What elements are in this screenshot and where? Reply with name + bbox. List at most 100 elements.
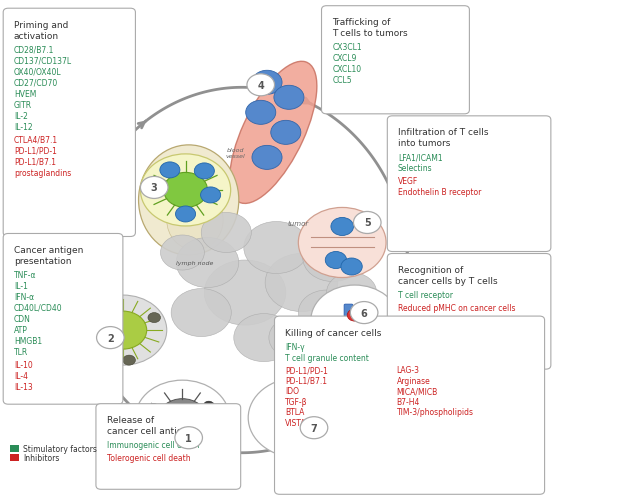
Bar <box>10 445 19 452</box>
Text: TLR: TLR <box>14 347 28 356</box>
Text: CD27/CD70: CD27/CD70 <box>14 79 58 88</box>
Text: Recognition of
cancer cells by T cells: Recognition of cancer cells by T cells <box>398 266 497 286</box>
Circle shape <box>327 273 377 313</box>
Circle shape <box>212 424 222 432</box>
Circle shape <box>252 71 282 95</box>
FancyBboxPatch shape <box>3 9 136 237</box>
Circle shape <box>141 155 230 226</box>
FancyBboxPatch shape <box>289 412 295 433</box>
Circle shape <box>175 206 195 222</box>
Circle shape <box>187 441 197 449</box>
Text: CD40L/CD40: CD40L/CD40 <box>14 304 62 312</box>
Circle shape <box>354 212 381 234</box>
Text: IL-2: IL-2 <box>14 112 28 120</box>
Text: IL-10: IL-10 <box>14 360 33 369</box>
Circle shape <box>252 146 282 170</box>
Text: T cell receptor: T cell receptor <box>398 291 453 300</box>
Circle shape <box>347 310 362 322</box>
FancyBboxPatch shape <box>96 404 241 489</box>
Circle shape <box>325 252 347 269</box>
Circle shape <box>247 75 274 97</box>
Text: blood
vessel: blood vessel <box>226 148 246 158</box>
Text: Endothelin B receptor: Endothelin B receptor <box>398 188 481 197</box>
Circle shape <box>203 401 214 409</box>
Circle shape <box>123 355 136 365</box>
Bar <box>10 454 19 461</box>
Circle shape <box>246 101 276 125</box>
Circle shape <box>271 121 301 145</box>
Text: PD-L1/B7.1: PD-L1/B7.1 <box>14 157 56 166</box>
Ellipse shape <box>139 146 239 256</box>
Text: IL-13: IL-13 <box>14 382 33 391</box>
Circle shape <box>303 234 363 282</box>
Text: prostaglandins: prostaglandins <box>14 168 71 177</box>
Circle shape <box>141 177 168 199</box>
Text: CD137/CD137L: CD137/CD137L <box>14 57 72 66</box>
Circle shape <box>298 208 386 278</box>
Text: CDN: CDN <box>14 314 31 323</box>
FancyBboxPatch shape <box>274 317 544 494</box>
Circle shape <box>79 296 167 365</box>
Text: Trafficking of
T cells to tumors: Trafficking of T cells to tumors <box>332 18 408 38</box>
Text: HMGB1: HMGB1 <box>14 336 42 345</box>
Text: TGF-β: TGF-β <box>285 397 308 406</box>
Circle shape <box>200 187 220 203</box>
Text: tumor: tumor <box>288 220 309 226</box>
Text: Killing of cancer cells: Killing of cancer cells <box>285 328 382 337</box>
Text: 1: 1 <box>185 433 192 443</box>
Circle shape <box>300 417 328 439</box>
Text: IFN-α: IFN-α <box>14 293 34 301</box>
Ellipse shape <box>230 62 317 204</box>
Text: MICA/MICB: MICA/MICB <box>396 386 438 395</box>
Circle shape <box>175 427 202 449</box>
Circle shape <box>97 327 124 349</box>
Circle shape <box>350 302 378 324</box>
Text: 2: 2 <box>107 333 114 343</box>
Text: OX40/OX40L: OX40/OX40L <box>14 68 62 77</box>
Text: CXCL10: CXCL10 <box>332 65 361 74</box>
Text: Tolerogenic cell death: Tolerogenic cell death <box>107 453 190 462</box>
Text: 5: 5 <box>364 218 371 228</box>
Text: Arginase: Arginase <box>396 376 430 385</box>
Text: Cancer antigen
presentation: Cancer antigen presentation <box>14 245 84 266</box>
Text: IFN-γ: IFN-γ <box>285 342 305 351</box>
Circle shape <box>248 378 349 458</box>
Text: 4: 4 <box>257 81 264 91</box>
Text: VEGF: VEGF <box>398 177 418 186</box>
Circle shape <box>159 441 169 449</box>
Text: IL-4: IL-4 <box>14 371 28 380</box>
Text: CXCL9: CXCL9 <box>332 54 357 63</box>
Circle shape <box>176 238 239 288</box>
Text: Reduced pMHC on cancer cells: Reduced pMHC on cancer cells <box>398 304 516 312</box>
Circle shape <box>298 291 355 336</box>
Circle shape <box>269 317 322 359</box>
Text: T cell granule content: T cell granule content <box>285 353 369 362</box>
Text: TNF-α: TNF-α <box>14 271 36 280</box>
Text: 6: 6 <box>360 308 367 318</box>
Circle shape <box>201 213 251 253</box>
Text: CD28/B7.1: CD28/B7.1 <box>14 46 54 55</box>
Circle shape <box>92 350 104 360</box>
Text: Selectins: Selectins <box>398 164 433 173</box>
Text: HVEM: HVEM <box>14 90 36 99</box>
FancyBboxPatch shape <box>322 7 469 115</box>
Text: PD-L1/B7.1: PD-L1/B7.1 <box>285 376 327 385</box>
Circle shape <box>148 313 161 323</box>
Text: lymph node: lymph node <box>176 261 214 266</box>
Text: ATP: ATP <box>14 325 28 334</box>
FancyBboxPatch shape <box>3 234 123 404</box>
Text: IDO: IDO <box>285 386 299 395</box>
Circle shape <box>336 318 374 348</box>
Text: BTLA: BTLA <box>285 407 305 416</box>
Circle shape <box>159 399 206 437</box>
FancyBboxPatch shape <box>387 254 551 369</box>
Text: CTLA4/B7.1: CTLA4/B7.1 <box>14 135 58 144</box>
FancyBboxPatch shape <box>387 117 551 252</box>
Text: CX3CL1: CX3CL1 <box>332 43 362 52</box>
Circle shape <box>160 162 180 178</box>
Circle shape <box>82 316 95 326</box>
Circle shape <box>281 391 316 419</box>
Circle shape <box>136 380 229 455</box>
Text: 7: 7 <box>311 423 317 433</box>
Circle shape <box>278 424 318 456</box>
